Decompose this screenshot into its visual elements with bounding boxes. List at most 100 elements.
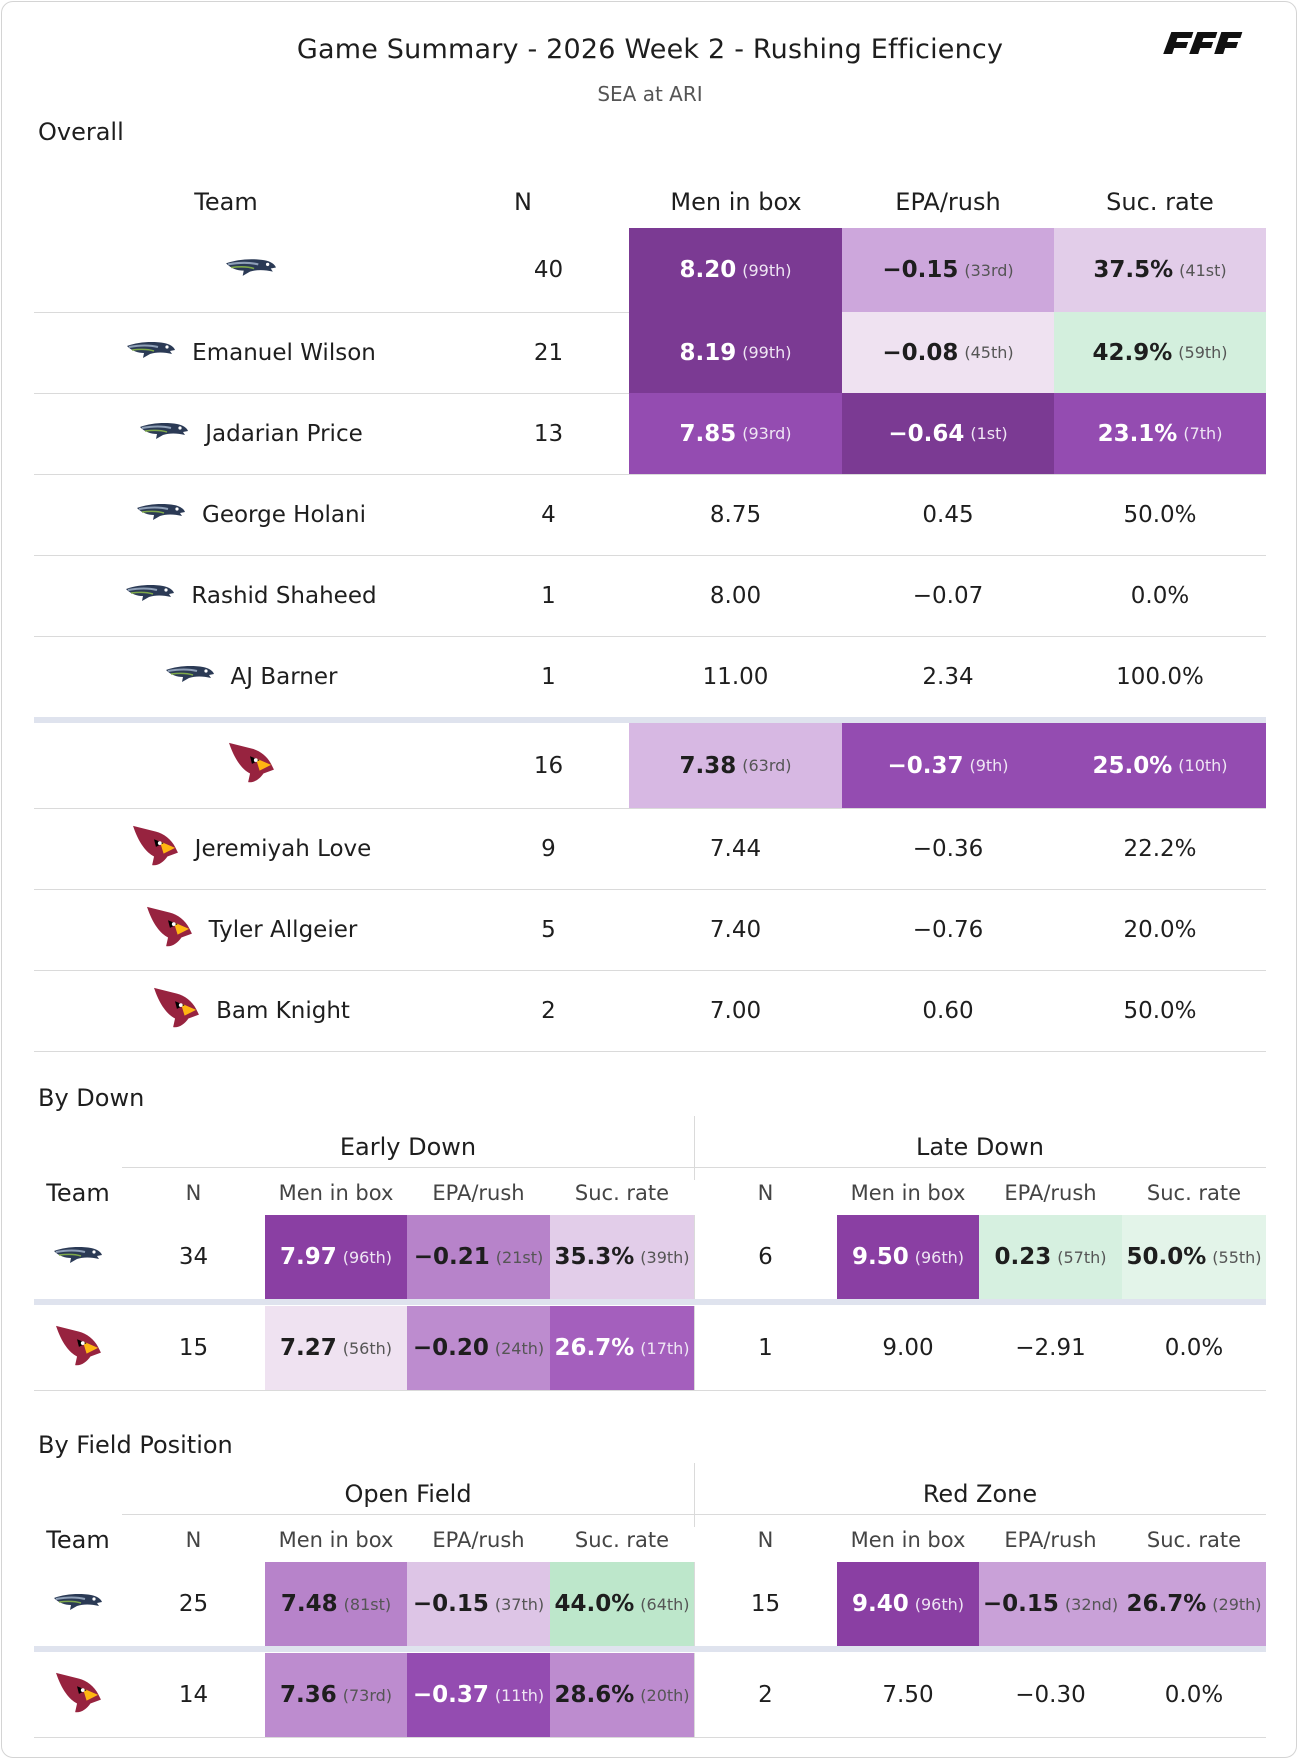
epa-cell-value: −0.21	[413, 1244, 490, 1270]
table-row: 25 7.48 (81st) −0.15 (37th) 44.0% (64th) 15 9.40…	[34, 1562, 1266, 1652]
epa-cell-value: 0.23	[994, 1244, 1052, 1270]
n-cell: 40	[533, 257, 564, 283]
men-in-box-cell: 7.00	[629, 970, 842, 1051]
men-in-box-cell: 8.20 (99th)	[629, 228, 842, 312]
men-in-box-cell-rank: (99th)	[742, 343, 792, 362]
n-cell: 16	[533, 752, 564, 779]
men-in-box-cell-rank: (96th)	[342, 1247, 392, 1267]
column-header: Suc. rate	[574, 1181, 670, 1205]
n-cell: 6	[758, 1244, 773, 1270]
n-cell: 4	[541, 501, 556, 528]
epa-cell-value: −0.15	[412, 1591, 489, 1617]
success-rate-cell: 26.7% (17th)	[550, 1306, 694, 1390]
success-rate-cell: 100.0%	[1054, 636, 1266, 717]
team-cell: George Holani	[34, 474, 468, 555]
team-cell: Rashid Shaheed	[34, 555, 468, 636]
group-header: Red Zone	[922, 1480, 1038, 1508]
success-rate-cell-rank: (64th)	[640, 1594, 690, 1614]
column-header: N	[185, 1528, 202, 1552]
epa-cell-value: −0.76	[912, 916, 984, 943]
cardinals-icon	[145, 905, 193, 954]
success-rate-cell: 50.0%	[1054, 970, 1266, 1051]
men-in-box-cell: 7.50	[837, 1653, 979, 1737]
epa-cell: 2.34	[842, 636, 1054, 717]
men-in-box-cell-value: 9.40	[851, 1591, 909, 1617]
seahawks-icon	[125, 582, 175, 609]
epa-cell-value: −0.15	[882, 257, 959, 283]
success-rate-cell-value: 26.7%	[554, 1335, 635, 1361]
group-divider	[694, 1653, 695, 1737]
epa-cell: −0.76	[842, 889, 1054, 970]
n-cell: 15	[178, 1335, 209, 1361]
epa-cell: −0.15 (32nd)	[979, 1562, 1122, 1646]
epa-cell-rank: (21st)	[495, 1247, 544, 1267]
men-in-box-cell: 7.97 (96th)	[265, 1215, 407, 1299]
success-rate-cell-rank: (55th)	[1212, 1247, 1262, 1267]
group-divider	[694, 1116, 695, 1180]
table-row: 40 8.20 (99th) −0.15 (33rd) 37.5% (41st)	[34, 228, 1266, 313]
column-header: N	[514, 188, 532, 216]
n-cell: 2	[541, 997, 556, 1024]
success-rate-cell-value: 44.0%	[554, 1591, 635, 1617]
epa-cell: 0.23 (57th)	[979, 1215, 1122, 1299]
epa-cell-value: 0.45	[922, 501, 974, 528]
player-name: Emanuel Wilson	[192, 339, 376, 366]
success-rate-cell-value: 50.0%	[1123, 501, 1197, 528]
table-row: 14 7.36 (73rd) −0.37 (11th) 28.6% (20th) 2 7.50−…	[34, 1653, 1266, 1738]
seahawks-icon	[53, 1591, 103, 1618]
player-name: George Holani	[202, 501, 366, 528]
success-rate-cell-rank: (41st)	[1179, 260, 1227, 280]
n-cell: 14	[178, 1682, 209, 1708]
column-header: Suc. rate	[574, 1528, 670, 1552]
success-rate-cell: 22.2%	[1054, 808, 1266, 889]
epa-cell-value: −0.07	[912, 582, 984, 609]
epa-cell-rank: (11th)	[494, 1685, 545, 1705]
success-rate-cell-value: 50.0%	[1123, 997, 1197, 1024]
success-rate-cell-rank: (59th)	[1178, 343, 1228, 362]
group-header: Early Down	[339, 1133, 477, 1161]
success-rate-cell: 0.0%	[1122, 1653, 1266, 1737]
team-cell	[34, 228, 468, 312]
men-in-box-cell: 7.85 (93rd)	[629, 393, 842, 474]
epa-cell: −0.64 (1st)	[842, 393, 1054, 474]
table-row: Jeremiyah Love 9 7.44 −0.36 22.2%	[34, 808, 1266, 890]
success-rate-cell: 50.0%	[1054, 474, 1266, 555]
column-header: EPA/rush	[432, 1181, 525, 1205]
men-in-box-cell: 11.00	[629, 636, 842, 717]
epa-cell: −0.37 (9th)	[842, 723, 1054, 808]
table-row: Emanuel Wilson 21 8.19 (99th) −0.08 (45th) 42.…	[34, 312, 1266, 394]
n-cell: 5	[541, 916, 556, 943]
team-cell	[34, 1653, 122, 1737]
column-header: EPA/rush	[895, 188, 1001, 216]
men-in-box-cell-value: 8.20	[679, 257, 737, 283]
group-divider	[694, 1306, 695, 1390]
men-in-box-cell-rank: (96th)	[914, 1594, 964, 1614]
men-in-box-cell: 8.19 (99th)	[629, 312, 842, 393]
men-in-box-cell-value: 7.48	[280, 1591, 338, 1617]
epa-cell-value: −0.37	[412, 1682, 489, 1708]
seahawks-icon	[225, 256, 277, 284]
epa-cell-value: −0.36	[912, 835, 984, 862]
cardinals-icon	[227, 741, 275, 790]
column-header: Team	[46, 1179, 110, 1207]
seahawks-icon	[139, 420, 189, 447]
epa-cell-value: 0.60	[922, 997, 974, 1024]
success-rate-cell-value: 42.9%	[1092, 339, 1173, 366]
n-cell: 21	[533, 339, 564, 366]
column-header: Men in box	[850, 1528, 966, 1552]
success-rate-cell: 42.9% (59th)	[1054, 312, 1266, 393]
player-name: Tyler Allgeier	[208, 916, 358, 943]
group-divider	[694, 1562, 695, 1646]
men-in-box-cell-value: 11.00	[702, 663, 769, 690]
men-in-box-cell-rank: (99th)	[742, 260, 792, 280]
epa-cell-value: −2.91	[1015, 1335, 1086, 1361]
page-title: Game Summary - 2026 Week 2 - Rushing Eff…	[296, 34, 1004, 65]
men-in-box-cell-value: 7.36	[279, 1682, 337, 1708]
success-rate-cell: 0.0%	[1122, 1306, 1266, 1390]
epa-cell-rank: (32nd)	[1064, 1594, 1119, 1614]
success-rate-cell-rank: (29th)	[1212, 1594, 1262, 1614]
men-in-box-cell: 8.75	[629, 474, 842, 555]
success-rate-cell: 0.0%	[1054, 555, 1266, 636]
epa-cell: −0.36	[842, 808, 1054, 889]
men-in-box-cell-value: 7.44	[709, 835, 762, 862]
